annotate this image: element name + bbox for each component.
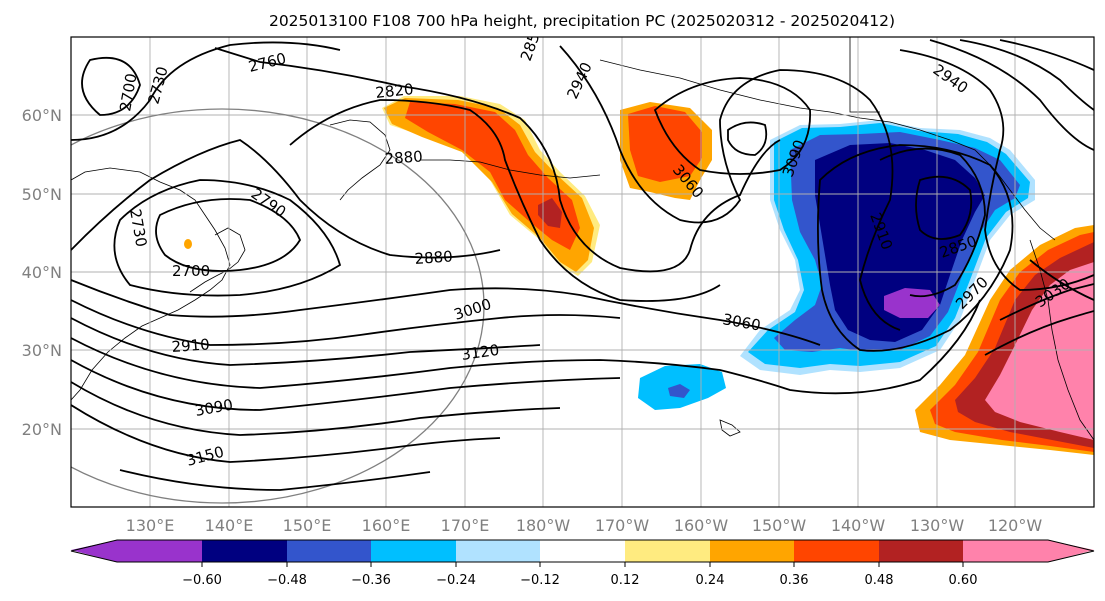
contour — [879, 147, 986, 298]
contour-label: 3120 — [460, 341, 500, 364]
contour — [71, 317, 541, 366]
coast-japan — [189, 227, 246, 293]
height-contours — [71, 39, 1094, 491]
lon-label: 160°W — [674, 516, 729, 535]
contour — [119, 469, 431, 491]
contour — [71, 279, 821, 346]
lat-label: 40°N — [22, 263, 62, 282]
positive-anomaly-west-pacific-048 — [538, 198, 562, 228]
lon-label: 150°E — [283, 516, 332, 535]
colorbar-ticks — [201, 562, 964, 567]
positive-anomaly-west-pacific-036 — [405, 102, 580, 250]
lon-label: 140°E — [205, 516, 254, 535]
contour — [559, 45, 901, 331]
colorbar-swatch — [963, 540, 1094, 562]
colorbar-swatch — [202, 540, 287, 562]
contour — [155, 198, 302, 272]
map-frame — [70, 36, 1095, 508]
colorbar-tick-label: 0.48 — [865, 573, 894, 588]
lon-label: 140°W — [831, 516, 886, 535]
colorbar-tick-label: 0.24 — [696, 573, 725, 588]
colorbar-outline — [70, 539, 1095, 563]
contour — [214, 47, 781, 273]
contour — [71, 139, 501, 259]
positive-anomaly-central-pacific-036 — [628, 106, 702, 182]
longitude-labels: 130°E 140°E 150°E 160°E 170°E 180°W 170°… — [126, 516, 1043, 535]
figure-title: 2025013100 F108 700 hPa height, precipit… — [269, 12, 895, 30]
colorbar-tick-label: 0.36 — [780, 573, 809, 588]
contour — [71, 359, 621, 411]
contour — [999, 39, 1094, 71]
contour-label: 2880 — [414, 247, 453, 268]
contour — [81, 56, 141, 116]
colorbar-tick-label: −0.60 — [182, 573, 222, 588]
colorbar-swatch — [540, 540, 625, 562]
coast-hawaii — [719, 419, 741, 437]
colorbar-swatch — [371, 540, 456, 562]
lat-label: 20°N — [22, 420, 62, 439]
lon-label: 130°E — [126, 516, 175, 535]
contour — [727, 121, 768, 156]
lon-label: 180°W — [516, 516, 571, 535]
coast-aleutians — [420, 159, 601, 179]
colorbar-tick-label: 0.60 — [949, 573, 978, 588]
colorbar-tick-label: −0.48 — [267, 573, 307, 588]
lon-label: 170°W — [595, 516, 650, 535]
latitude-labels: 60°N 50°N 40°N 30°N 20°N — [22, 106, 62, 439]
lat-label: 60°N — [22, 106, 62, 125]
contour — [1029, 259, 1094, 301]
contour-label: 2910 — [171, 335, 210, 356]
contour — [113, 179, 342, 297]
contour-label: 2700 — [172, 262, 210, 280]
colorbar-tick-label: −0.12 — [520, 573, 560, 588]
border-canada-us — [849, 37, 880, 113]
contour — [653, 77, 811, 175]
colorbar-swatch — [794, 540, 879, 562]
contour — [929, 39, 1094, 151]
colorbar-swatch — [456, 540, 540, 562]
colorbar-tick-label: 0.12 — [611, 573, 640, 588]
gridlines — [71, 37, 1094, 507]
contour — [71, 404, 501, 463]
contour — [289, 99, 721, 302]
contour — [959, 39, 1094, 111]
positive-anomaly-west-coast-060 — [985, 262, 1094, 440]
lon-label: 170°E — [441, 516, 490, 535]
contour — [71, 381, 561, 436]
colorbar-swatch — [879, 540, 963, 562]
lat-label: 30°N — [22, 341, 62, 360]
contour — [984, 310, 1094, 356]
contour-label: 2820 — [375, 80, 415, 102]
coast-north-america — [1029, 239, 1094, 441]
colorbar-tick-label: −0.24 — [436, 573, 476, 588]
contour — [817, 144, 1014, 352]
colorbar-swatch — [287, 540, 371, 562]
lon-label: 160°E — [362, 516, 411, 535]
coast-kamchatka — [329, 119, 391, 201]
contour — [71, 299, 981, 395]
range-circle — [71, 108, 485, 504]
colorbar: −0.60 −0.48 −0.36 −0.24 −0.12 0.12 0.24 … — [70, 539, 1095, 588]
colorbar-swatch — [710, 540, 794, 562]
colorbar-swatch — [625, 540, 710, 562]
lat-label: 50°N — [22, 185, 62, 204]
positive-anomaly-japan — [184, 239, 192, 249]
contour — [915, 175, 973, 240]
contour — [999, 283, 1094, 321]
contour — [71, 299, 621, 346]
lon-label: 150°W — [752, 516, 807, 535]
colorbar-swatch — [71, 540, 202, 562]
colorbar-tick-label: −0.36 — [351, 573, 391, 588]
lon-label: 120°W — [988, 516, 1043, 535]
contour-label: 2880 — [384, 147, 423, 168]
contour — [899, 49, 1094, 291]
map-panel: 2760 2700 2730 2820 2850 2940 2940 2880 … — [22, 36, 1095, 535]
lon-label: 130°W — [910, 516, 965, 535]
negative-anomaly-hawaii-036 — [668, 384, 690, 398]
contour — [71, 41, 341, 141]
